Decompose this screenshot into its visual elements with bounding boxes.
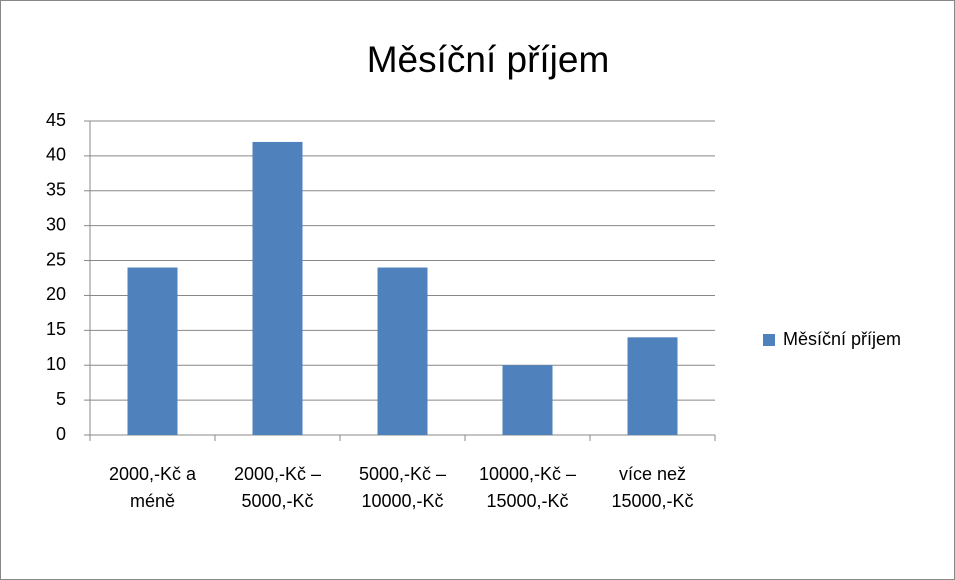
x-tick-label: více než 15000,-Kč (611, 464, 694, 511)
legend-label: Měsíční příjem (783, 329, 901, 349)
x-tick-label: 2000,-Kč – 5000,-Kč (233, 464, 322, 511)
chart-title: Měsíční příjem (367, 39, 610, 80)
legend-swatch (763, 334, 775, 346)
y-tick-label: 5 (56, 389, 66, 409)
y-tick-label: 35 (46, 180, 66, 200)
bar (627, 337, 678, 435)
y-tick-label: 25 (46, 249, 66, 269)
bar (252, 141, 303, 435)
y-tick-label: 15 (46, 319, 66, 339)
y-tick-label: 40 (46, 145, 66, 165)
x-tick-label: 10000,-Kč – 15000,-Kč (478, 464, 577, 511)
y-tick-label: 0 (56, 424, 66, 444)
bar (502, 365, 553, 435)
y-tick-label: 20 (46, 284, 66, 304)
bar (377, 267, 428, 435)
y-tick-label: 45 (46, 110, 66, 130)
y-tick-label: 30 (46, 214, 66, 234)
y-tick-label: 10 (46, 354, 66, 374)
bar (127, 267, 178, 435)
x-tick-label: 5000,-Kč – 10000,-Kč (358, 464, 447, 511)
x-tick-label: 2000,-Kč a méně (108, 464, 197, 511)
